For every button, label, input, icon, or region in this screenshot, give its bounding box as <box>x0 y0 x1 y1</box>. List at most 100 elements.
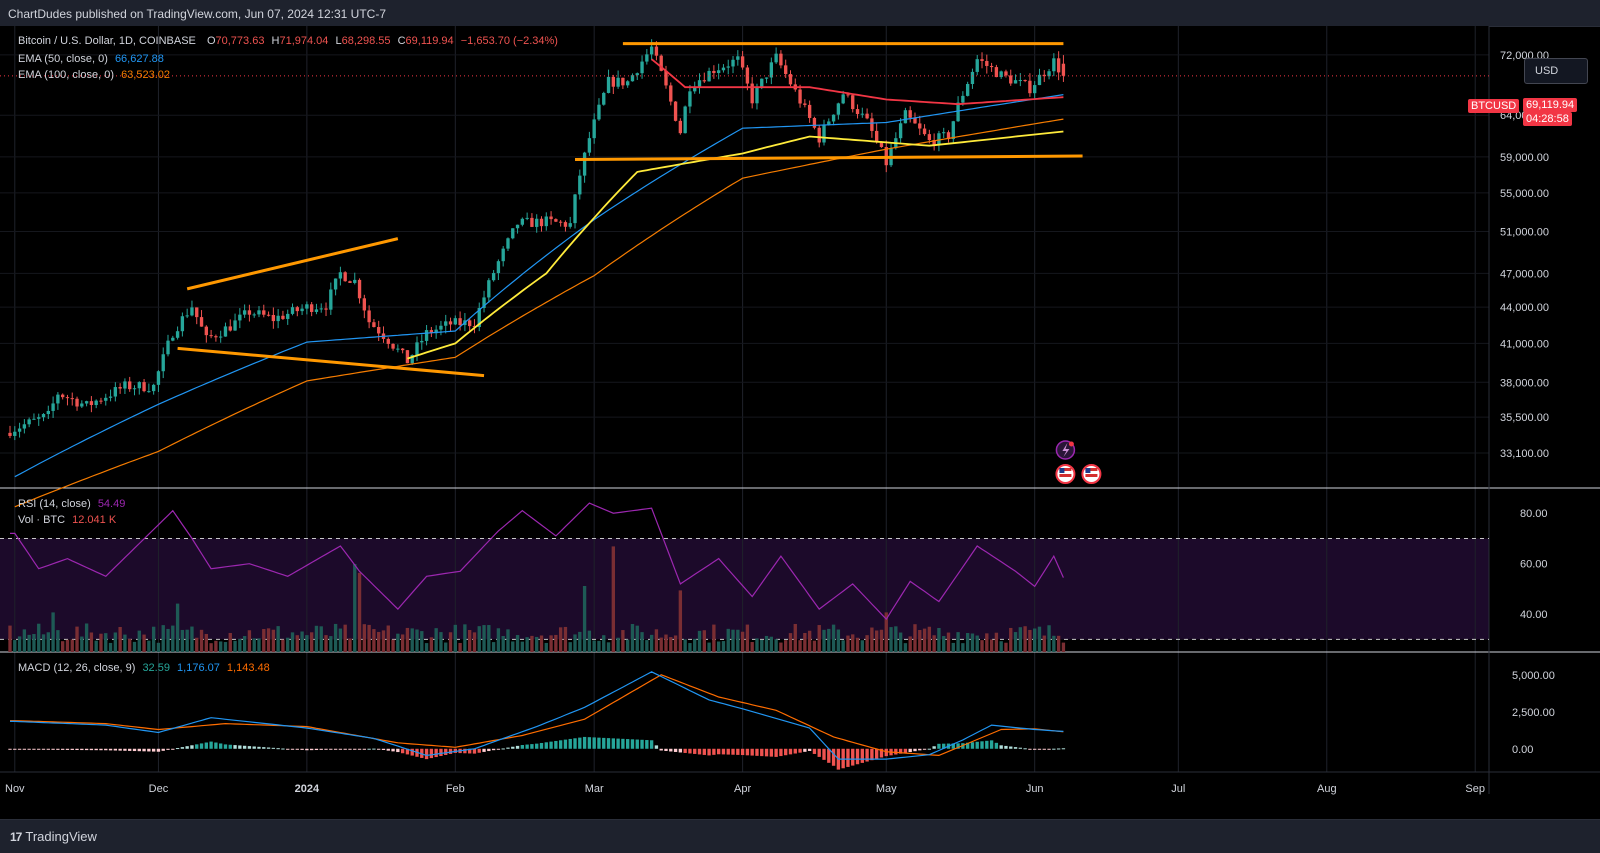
us-flag-event-icon[interactable] <box>1055 464 1076 484</box>
volume-bar <box>664 634 668 652</box>
candle-body <box>908 110 912 118</box>
macd-histogram-bar <box>343 748 347 750</box>
red-ma-line[interactable] <box>651 58 1064 106</box>
macd-histogram-bar <box>477 748 481 753</box>
candle-body <box>410 355 414 364</box>
macd-histogram-bar <box>17 748 22 750</box>
macd-histogram-bar <box>238 745 242 749</box>
volume-bar <box>65 639 70 652</box>
macd-label: MACD (12, 26, close, 9) <box>18 662 136 674</box>
candle-body <box>271 314 276 322</box>
macd-histogram-bar <box>467 748 472 754</box>
candle-body <box>558 221 563 223</box>
candle-body <box>180 316 185 332</box>
brand-name: TradingView <box>25 829 97 844</box>
macd-histogram-bar <box>41 748 46 750</box>
volume-bar <box>219 641 223 652</box>
rsi-legend[interactable]: RSI (14, close) 54.49 <box>18 498 129 510</box>
volume-bar <box>257 638 261 652</box>
candle-body <box>175 331 180 338</box>
macd-histogram-bar <box>1056 748 1061 750</box>
volume-bar <box>707 642 711 652</box>
candle-body <box>798 89 802 104</box>
candle-body <box>654 46 659 56</box>
currency-button[interactable]: USD <box>1524 58 1588 84</box>
ema50-line[interactable] <box>14 94 1064 478</box>
candle-body <box>841 94 845 104</box>
macd-signal-line[interactable] <box>10 674 1064 757</box>
ema50-legend[interactable]: EMA (50, close, 0) 66,627.88 <box>18 53 168 65</box>
trendline[interactable] <box>575 154 1083 162</box>
candle-body <box>563 222 568 227</box>
volume-bar <box>137 630 141 652</box>
volume-bar <box>70 639 74 652</box>
macd-histogram-bar <box>985 740 989 749</box>
macd-histogram-bar <box>803 748 807 752</box>
volume-bar <box>118 626 122 652</box>
macd-histogram-bar <box>827 748 831 763</box>
candle-body <box>975 59 979 72</box>
trendline[interactable] <box>186 237 399 291</box>
macd-histogram-bar <box>501 748 505 750</box>
macd-histogram-bar <box>884 748 888 757</box>
time-axis-label: Dec <box>149 783 169 795</box>
candle-body <box>578 175 582 195</box>
candle-body <box>118 387 122 389</box>
macd-histogram-bar <box>965 742 970 749</box>
macd-histogram-bar <box>779 748 783 757</box>
volume-bar <box>645 640 649 652</box>
candle-body <box>276 315 280 322</box>
candle-body <box>1004 71 1008 76</box>
macd-histogram-bar <box>113 748 118 751</box>
macd-histogram-bar <box>712 748 716 755</box>
macd-histogram-bar <box>271 747 276 749</box>
lightning-event-icon[interactable] <box>1055 440 1076 460</box>
volume-bar <box>750 642 754 652</box>
yellow-ma-line[interactable] <box>407 130 1064 360</box>
macd-histogram-bar <box>659 748 663 751</box>
macd-histogram-bar <box>367 748 371 750</box>
volume-legend[interactable]: Vol · BTC 12.041 K <box>18 514 120 526</box>
chart-area[interactable]: 72,000.0064,000.0059,000.0055,000.0051,0… <box>0 26 1600 819</box>
macd-histogram-bar <box>592 737 596 749</box>
candle-body <box>1056 58 1061 73</box>
macd-histogram-bar <box>132 748 137 752</box>
macd-histogram-bar <box>104 748 108 751</box>
chart-canvas[interactable]: 72,000.0064,000.0059,000.0055,000.0051,0… <box>0 26 1600 819</box>
candle-body <box>836 103 841 115</box>
volume-bar <box>377 631 381 652</box>
candle-body <box>56 394 60 404</box>
candle-body <box>764 77 769 79</box>
candle-body <box>300 308 304 312</box>
volume-bar <box>1009 627 1013 652</box>
ema100-legend[interactable]: EMA (100, close, 0) 63,523.02 <box>18 69 174 81</box>
candle-body <box>707 70 711 82</box>
macd-histogram-bar <box>525 744 529 749</box>
volume-bar <box>1004 642 1008 652</box>
volume-bar <box>903 643 908 652</box>
macd-histogram-bar <box>769 748 774 757</box>
candle-body <box>142 382 146 392</box>
candle-body <box>740 56 745 68</box>
volume-bar <box>927 626 932 652</box>
us-flag-event-icon[interactable] <box>1081 464 1102 484</box>
candle-body <box>807 104 812 118</box>
volume-bar <box>477 626 481 652</box>
price-axis-label: 41,000.00 <box>1500 338 1549 350</box>
macd-histogram-bar <box>817 748 821 757</box>
macd-histogram-bar <box>381 748 386 750</box>
rsi-line[interactable] <box>10 502 1064 621</box>
macd-legend[interactable]: MACD (12, 26, close, 9) 32.59 1,176.07 1… <box>18 662 274 674</box>
trendline[interactable] <box>177 346 485 378</box>
macd-line[interactable] <box>10 671 1064 760</box>
tradingview-brand[interactable]: 17 TradingView <box>10 829 97 844</box>
volume-bar <box>769 636 774 652</box>
macd-histogram-bar <box>405 748 410 755</box>
volume-series[interactable] <box>8 546 1066 652</box>
volume-bar <box>654 629 659 652</box>
ema100-line[interactable] <box>14 118 1064 508</box>
candle-body <box>769 62 774 78</box>
macd-histogram-bar <box>640 739 644 749</box>
volume-bar <box>616 637 620 652</box>
macd-histogram-bar <box>123 748 127 751</box>
